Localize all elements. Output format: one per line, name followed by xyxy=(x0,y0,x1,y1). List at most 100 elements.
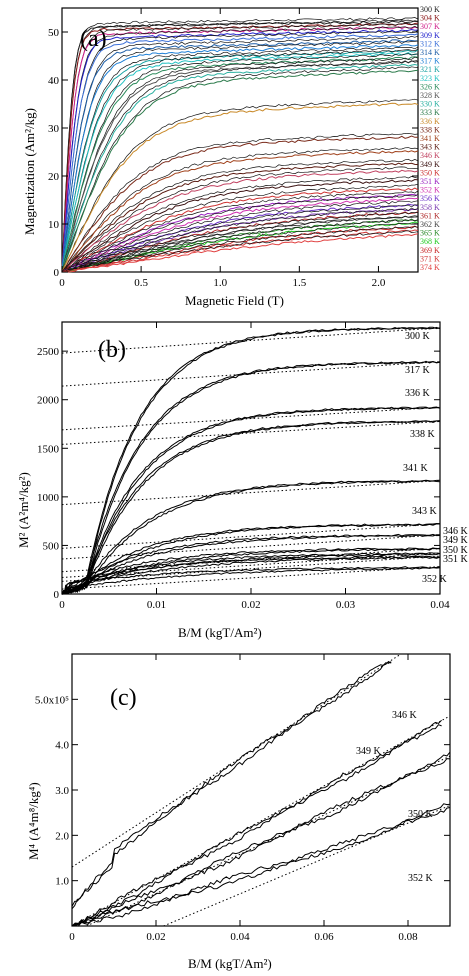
panel-a-curve xyxy=(61,59,419,273)
panel-b-curves xyxy=(61,326,441,595)
panel-a-curve xyxy=(61,25,419,272)
panel-b-ylabel: M² (A²m⁴/kg²) xyxy=(16,472,31,548)
panel-b-ytick-label: 2000 xyxy=(37,395,60,407)
panel-a-legend-entry: 350 K xyxy=(420,168,440,177)
panel-b-xtick-label: 0 xyxy=(59,599,65,611)
panel-a-legend-entry: 338 K xyxy=(420,125,440,134)
panel-a-curve xyxy=(61,222,419,273)
panel-b-ytick-label: 500 xyxy=(43,540,60,552)
panel-c-curve xyxy=(71,661,392,907)
panel-c-ytick-label: 3.0 xyxy=(55,785,69,797)
panel-a-curve xyxy=(61,29,419,272)
panel-c-ytick-label: 1.0 xyxy=(55,876,69,888)
panel-b-series-label: 350 K xyxy=(443,545,469,556)
panel-a-curve xyxy=(61,49,419,272)
panel-c-curve xyxy=(71,803,451,927)
panel-a-legend-entry: 352 K xyxy=(420,186,440,195)
panel-b-label: (b) xyxy=(98,337,126,363)
panel-b: 0 0.01 0.02 0.03 0.04 0 500 1000 1500 2000 2500 30… xyxy=(16,321,469,640)
panel-a-curve xyxy=(61,233,419,273)
panel-b-ytick-label: 0 xyxy=(54,589,60,601)
panel-a-curve xyxy=(61,200,419,273)
panel-c-xtick-label: 0 xyxy=(69,931,75,943)
panel-b-xtick-label: 0.01 xyxy=(147,599,166,611)
panel-b-series-label: 349 K xyxy=(443,535,469,546)
panel-a-curve xyxy=(61,158,419,273)
panel-a-legend-entry: 365 K xyxy=(420,229,440,238)
panel-c-curve xyxy=(71,807,451,927)
panel-c-label: (c) xyxy=(110,685,137,711)
panel-a-curve xyxy=(61,44,419,271)
panel-a-curve xyxy=(61,147,419,273)
panel-a-legend-entry: 304 K xyxy=(420,14,440,23)
panel-b-series-label: 346 K xyxy=(443,526,469,537)
panel-b-series-label: 317 K xyxy=(405,365,431,376)
panel-a-legend-entry: 371 K xyxy=(420,254,440,263)
panel-c-series-label: 350 K xyxy=(408,809,434,820)
panel-a-curve xyxy=(61,98,419,273)
panel-a-legend-entry: 336 K xyxy=(420,117,440,126)
panel-a-frame xyxy=(61,7,419,273)
panel-c-series-label: 346 K xyxy=(392,710,418,721)
panel-a-legend-entry: 326 K xyxy=(420,82,440,91)
panel-b-curve xyxy=(61,407,441,595)
panel-a-ytick-label: 50 xyxy=(48,27,60,39)
panel-c-ylabel: M⁴ (A⁴m⁸/kg⁴) xyxy=(26,782,41,860)
panel-a-curve xyxy=(61,150,419,273)
panel-b-series-label: 338 K xyxy=(410,429,436,440)
panel-b-series-label: 300 K xyxy=(405,331,431,342)
panel-a-legend-entry: 328 K xyxy=(420,91,440,100)
panel-a-ytick-label: 40 xyxy=(48,75,60,87)
panel-a-curves xyxy=(61,17,419,273)
panel-a-curve xyxy=(61,39,418,272)
panel-a-ytick-label: 10 xyxy=(48,219,60,231)
panel-b-series-label: 351 K xyxy=(443,554,469,565)
panel-b-ytick-label: 1000 xyxy=(37,492,60,504)
panel-a-curve xyxy=(61,190,419,273)
panel-a-curve xyxy=(61,17,419,273)
panel-a-curve xyxy=(61,207,419,273)
panel-b-curve xyxy=(61,555,441,595)
panel-b-xtick-label: 0.02 xyxy=(241,599,260,611)
panel-a-curve xyxy=(61,60,419,272)
panel-a-curve xyxy=(61,194,419,273)
panel-b-fit-line xyxy=(61,555,441,582)
panel-b-xtick-label: 0.04 xyxy=(430,599,450,611)
panel-a-curve xyxy=(61,40,419,272)
panel-a-curve xyxy=(61,19,418,272)
panel-b-fit-line xyxy=(61,480,441,506)
panel-c-series-labels: 346 K 349 K 350 K 352 K xyxy=(356,710,434,884)
panel-a-curve xyxy=(61,162,419,273)
panel-c-ytick-label: 4.0 xyxy=(55,740,69,752)
panel-c-ytick-label: 2.0 xyxy=(55,830,69,842)
panel-c-curve xyxy=(71,758,451,927)
panel-c-fit-line xyxy=(71,715,451,927)
panel-a-legend-entry: 341 K xyxy=(420,134,440,143)
panel-b-curve xyxy=(61,479,441,595)
panel-b-curve xyxy=(61,420,441,595)
panel-a-curve xyxy=(61,132,419,273)
panel-b-fit-line xyxy=(61,420,441,445)
panel-c-curves xyxy=(71,653,451,927)
panel-a-legend-entry: 314 K xyxy=(420,48,440,57)
panel-a-curve xyxy=(61,22,419,272)
panel-a-curve xyxy=(61,230,419,272)
panel-b-fit-line xyxy=(61,552,441,578)
panel-c-fit-line xyxy=(86,755,451,927)
panel-a-ytick-label: 20 xyxy=(48,171,60,183)
panel-a-curve xyxy=(61,35,419,272)
panel-a-curve xyxy=(61,166,419,273)
panel-a-ylabel: Magnetization (Am²/kg) xyxy=(22,108,37,235)
panel-a-curve xyxy=(61,135,418,273)
panel-a-curve xyxy=(61,204,419,273)
panel-a-curve xyxy=(61,46,419,272)
panel-a-legend-entry: 361 K xyxy=(420,211,440,220)
panel-a-legend-entry: 330 K xyxy=(420,100,440,109)
panel-a-legend-entry: 343 K xyxy=(420,143,440,152)
panel-a-ytick-label: 0 xyxy=(54,267,60,279)
panel-a-xtick-label: 0 xyxy=(59,277,65,289)
panel-c-curve xyxy=(71,660,392,910)
panel-a-legend-entry: 374 K xyxy=(420,263,440,272)
